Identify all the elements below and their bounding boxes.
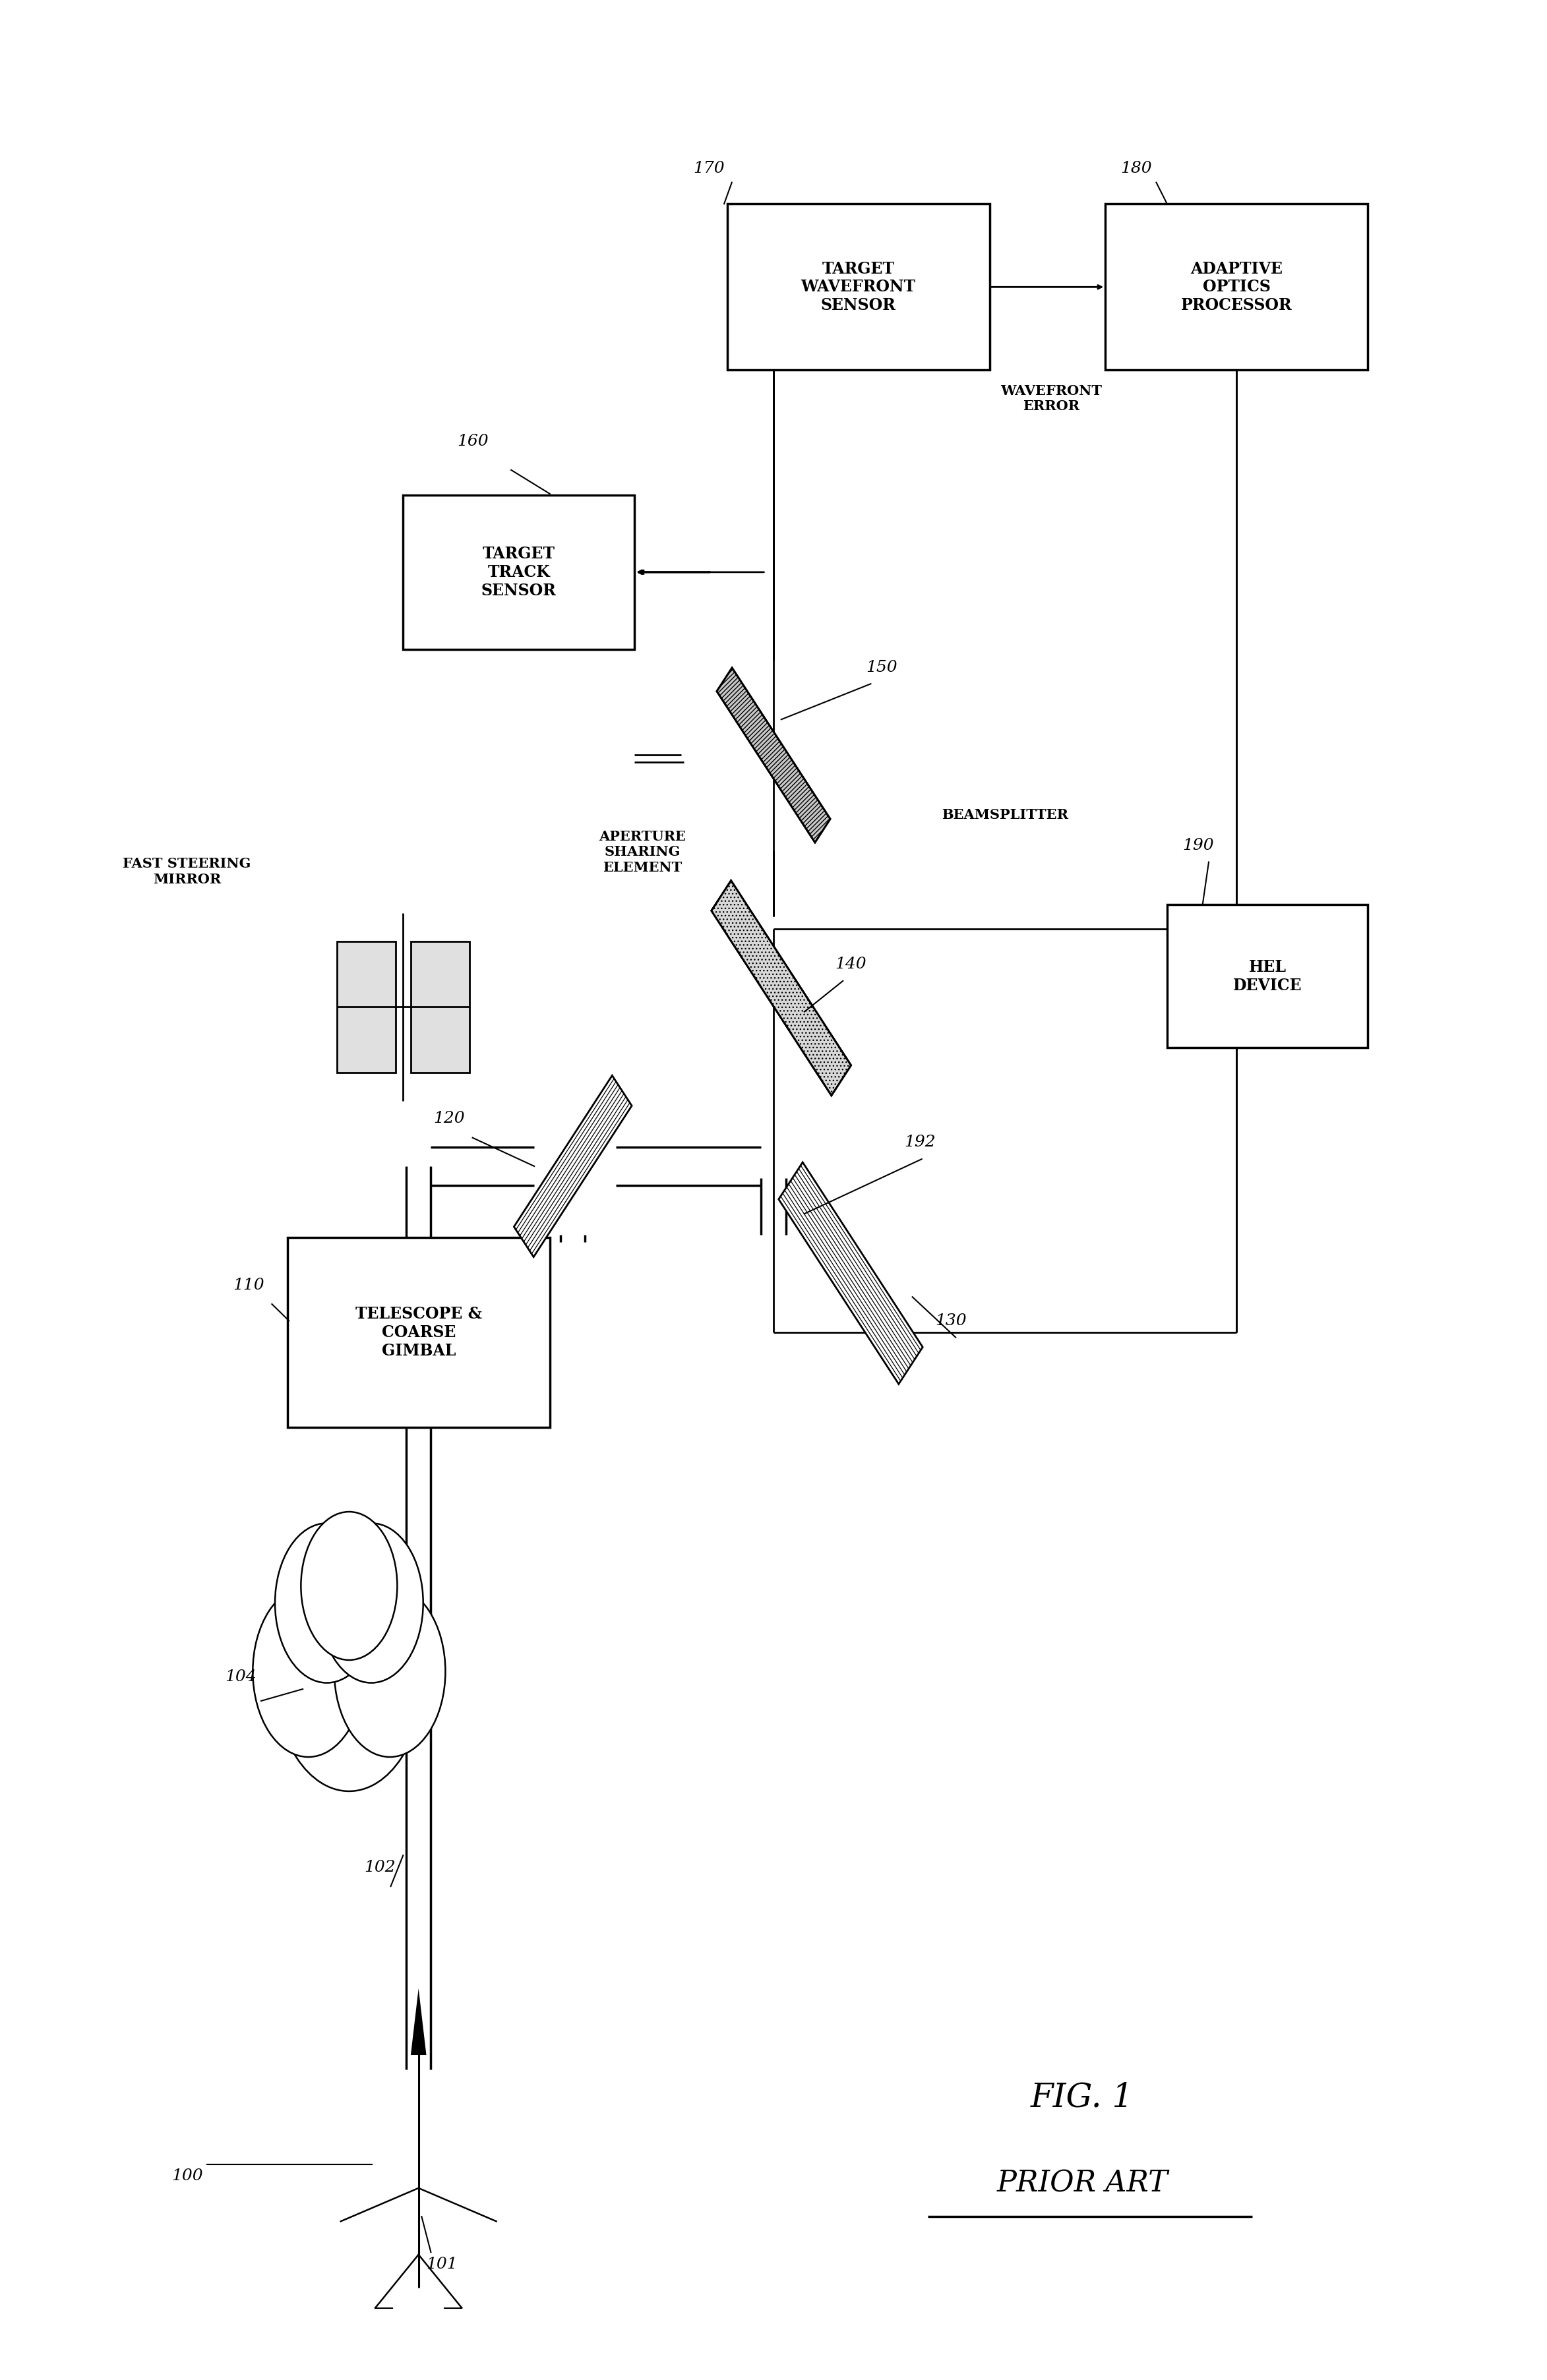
Text: 101: 101 (425, 2256, 458, 2271)
Bar (1166, 904, 1368, 1047)
Text: TARGET
WAVEFRONT
SENSOR: TARGET WAVEFRONT SENSOR (801, 262, 916, 314)
Text: 100: 100 (172, 2168, 203, 2185)
Bar (404, 495, 634, 650)
Text: TELESCOPE &
COARSE
GIMBAL: TELESCOPE & COARSE GIMBAL (356, 1307, 481, 1359)
Bar (727, 205, 990, 371)
Circle shape (334, 1585, 446, 1756)
Text: 140: 140 (835, 957, 866, 971)
Text: FIG. 1: FIG. 1 (1030, 2082, 1134, 2113)
Polygon shape (712, 881, 851, 1095)
Circle shape (275, 1564, 424, 1792)
Text: 180: 180 (1120, 159, 1153, 176)
Text: BEAMSPLITTER: BEAMSPLITTER (942, 809, 1069, 821)
Bar (288, 1238, 549, 1428)
Bar (337, 942, 396, 1073)
Circle shape (302, 1511, 398, 1659)
Text: 120: 120 (433, 1111, 466, 1126)
Text: FAST STEERING
MIRROR: FAST STEERING MIRROR (122, 857, 251, 885)
Text: ADAPTIVE
OPTICS
PROCESSOR: ADAPTIVE OPTICS PROCESSOR (1180, 262, 1292, 314)
Text: WAVEFRONT
ERROR: WAVEFRONT ERROR (1001, 386, 1101, 412)
Polygon shape (716, 669, 831, 843)
Text: 150: 150 (866, 659, 897, 676)
Text: TARGET
TRACK
SENSOR: TARGET TRACK SENSOR (481, 545, 557, 597)
Text: 102: 102 (364, 1859, 396, 1875)
Text: 104: 104 (226, 1668, 257, 1685)
Polygon shape (778, 1161, 922, 1385)
Text: 190: 190 (1182, 838, 1213, 852)
Text: HEL
DEVICE: HEL DEVICE (1233, 959, 1303, 992)
Text: 130: 130 (936, 1314, 967, 1328)
Circle shape (319, 1523, 424, 1683)
Polygon shape (514, 1076, 631, 1257)
Text: 192: 192 (905, 1135, 936, 1150)
Text: APERTURE
SHARING
ELEMENT: APERTURE SHARING ELEMENT (599, 831, 685, 873)
Polygon shape (412, 1987, 427, 2054)
Bar (1105, 205, 1368, 371)
Bar (412, 942, 469, 1073)
Text: 160: 160 (456, 433, 489, 450)
Text: 170: 170 (693, 159, 724, 176)
Text: 110: 110 (234, 1278, 265, 1292)
Circle shape (275, 1523, 379, 1683)
Circle shape (252, 1585, 364, 1756)
Text: PRIOR ART: PRIOR ART (996, 2168, 1168, 2197)
